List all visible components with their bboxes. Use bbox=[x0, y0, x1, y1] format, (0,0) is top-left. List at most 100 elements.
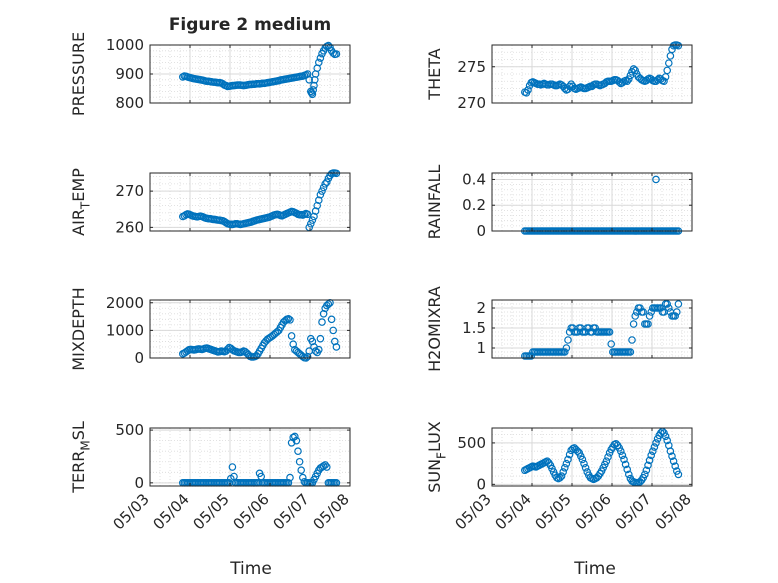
y-tick-label: 500 bbox=[457, 434, 486, 452]
data-point bbox=[626, 348, 635, 356]
data-point bbox=[286, 316, 294, 324]
data-point bbox=[318, 187, 326, 195]
data-point bbox=[308, 216, 317, 224]
data-point bbox=[329, 326, 338, 335]
data-point bbox=[645, 312, 654, 320]
data-point bbox=[639, 308, 648, 316]
data-point bbox=[663, 436, 672, 445]
x-tick-label: 05/06 bbox=[572, 490, 615, 533]
data-point bbox=[644, 461, 652, 470]
x-tick-label: 05/06 bbox=[230, 490, 273, 533]
x-tick-label: 05/04 bbox=[492, 490, 535, 533]
data-series-air-temp bbox=[179, 169, 341, 232]
data-point bbox=[322, 463, 331, 471]
x-tick-label: 05/07 bbox=[270, 490, 313, 533]
data-point bbox=[297, 466, 306, 474]
axes-box bbox=[149, 172, 351, 232]
y-tick-label: 275 bbox=[457, 58, 486, 76]
subplot-rainfall: 0 0.2 0.4 RAINFALL bbox=[425, 165, 693, 240]
data-point bbox=[674, 470, 683, 479]
data-point bbox=[298, 473, 307, 482]
y-tick-label: 1000 bbox=[106, 36, 144, 54]
x-tick-label: 05/07 bbox=[612, 490, 655, 533]
data-point bbox=[286, 473, 294, 482]
subplot-h2omixra: 1 1.5 2 H2OMIXRA bbox=[425, 286, 693, 372]
x-tick-label: 05/05 bbox=[532, 490, 575, 533]
y-tick-label: 0 bbox=[476, 222, 486, 240]
data-point bbox=[228, 463, 237, 471]
data-point bbox=[294, 447, 302, 456]
data-point bbox=[562, 344, 571, 352]
data-point bbox=[314, 58, 323, 67]
data-point bbox=[674, 41, 683, 50]
y-axis-label: SUNFLUX bbox=[425, 421, 449, 493]
subplot-terr-msl: 0 500 TERRMSL 05/0305/0405/0505/0605/0705/0… bbox=[69, 421, 353, 533]
subplot-air-temp: 260 270 AIRTEMP bbox=[69, 168, 351, 236]
data-point bbox=[666, 447, 675, 456]
data-point bbox=[629, 320, 638, 328]
x-axis-label-right: Time bbox=[573, 559, 616, 579]
data-point bbox=[287, 332, 296, 340]
data-point bbox=[321, 180, 330, 188]
data-point bbox=[672, 308, 681, 316]
data-point bbox=[326, 43, 334, 52]
y-tick-label: 0 bbox=[134, 349, 144, 367]
data-point bbox=[284, 314, 293, 323]
data-point bbox=[559, 468, 568, 476]
axes-box bbox=[491, 427, 693, 487]
data-point bbox=[620, 455, 628, 464]
data-point bbox=[621, 460, 630, 469]
data-point bbox=[652, 175, 660, 184]
x-tick-label: 05/08 bbox=[652, 490, 695, 533]
data-point bbox=[560, 84, 569, 93]
data-point bbox=[581, 463, 590, 472]
y-tick-label: 0 bbox=[134, 474, 144, 492]
y-tick-label: 1 bbox=[476, 339, 486, 357]
data-series-pressure bbox=[179, 41, 341, 99]
axes-box bbox=[491, 44, 693, 104]
y-axis-label: MIXDEPTH bbox=[69, 287, 88, 370]
data-point bbox=[623, 465, 632, 474]
y-tick-label: 2000 bbox=[106, 294, 144, 312]
data-point bbox=[562, 459, 571, 468]
y-axis-label: TERRMSL bbox=[69, 421, 93, 494]
data-point bbox=[623, 77, 632, 86]
data-point bbox=[564, 455, 572, 464]
data-point bbox=[306, 219, 315, 228]
data-point bbox=[318, 318, 326, 326]
data-point bbox=[290, 432, 299, 441]
y-axis-label: H2OMIXRA bbox=[425, 286, 444, 372]
y-tick-label: 900 bbox=[115, 65, 144, 83]
axes-box bbox=[149, 427, 351, 487]
axes-box bbox=[491, 172, 693, 232]
y-tick-label: 800 bbox=[115, 94, 144, 112]
data-point bbox=[565, 82, 574, 91]
data-point bbox=[660, 77, 668, 86]
data-point bbox=[650, 443, 659, 451]
subplot-theta: 270 275 THETA bbox=[425, 41, 693, 112]
data-point bbox=[607, 340, 616, 348]
data-point bbox=[327, 315, 336, 324]
y-axis-label: PRESSURE bbox=[69, 32, 88, 116]
data-point bbox=[316, 54, 325, 62]
x-tick-label: 05/08 bbox=[310, 490, 353, 533]
data-point bbox=[652, 439, 660, 447]
y-tick-label: 270 bbox=[115, 182, 144, 200]
data-point bbox=[319, 462, 328, 470]
data-point bbox=[560, 348, 569, 356]
data-point bbox=[580, 459, 588, 468]
data-point bbox=[668, 452, 676, 460]
data-point bbox=[642, 466, 651, 475]
subplot-pressure: 800 900 1000 PRESSURE bbox=[69, 32, 351, 116]
data-point bbox=[316, 334, 325, 343]
data-point bbox=[671, 462, 680, 470]
data-point bbox=[640, 470, 649, 479]
data-point bbox=[664, 59, 673, 67]
data-point bbox=[557, 472, 566, 480]
data-point bbox=[287, 438, 296, 447]
data-point bbox=[524, 86, 532, 94]
data-point bbox=[674, 300, 683, 308]
data-point bbox=[332, 50, 341, 58]
